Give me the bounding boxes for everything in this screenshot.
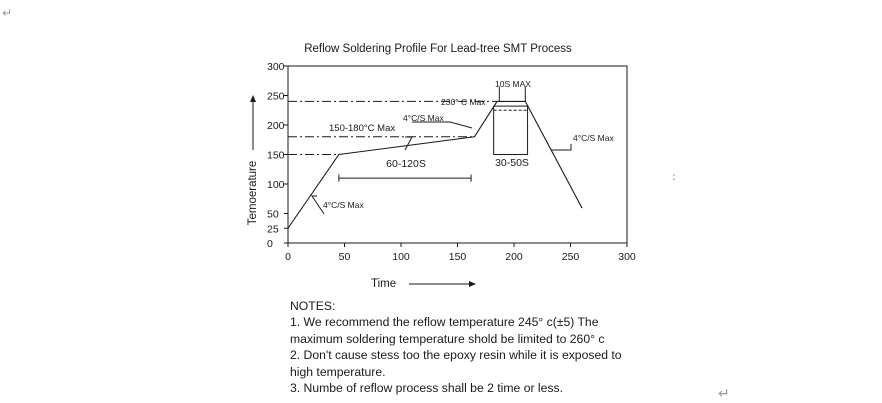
leader-initial bbox=[311, 195, 325, 215]
notes-heading: NOTES: bbox=[290, 299, 336, 313]
x-tick-label: 250 bbox=[562, 251, 580, 263]
x-tick-label: 150 bbox=[449, 251, 467, 263]
profile-point bbox=[513, 100, 515, 102]
profile-point bbox=[287, 227, 289, 229]
reflow-profile-chart: Reflow Soldering Profile For Lead-tree S… bbox=[247, 43, 636, 290]
chart-title: Reflow Soldering Profile For Lead-tree S… bbox=[304, 43, 572, 55]
annotation-preheat-band: 150-180°C Max bbox=[329, 123, 395, 134]
side-dot-mark: : bbox=[672, 170, 676, 183]
profile-point bbox=[473, 136, 476, 138]
note-line: high temperature. bbox=[290, 364, 386, 379]
annotation-soak-time: 60-120S bbox=[386, 158, 426, 170]
x-tick-label: 50 bbox=[339, 251, 351, 263]
annotation-rate-initial: 4°C/S Max bbox=[323, 200, 364, 210]
profile-point bbox=[496, 100, 498, 102]
y-tick-label: 300 bbox=[267, 61, 285, 73]
notes-block: NOTES: 1. We recommend the reflow temper… bbox=[290, 298, 670, 396]
axes: 0 50 100 150 200 250 300 0 25 50 100 150 200 250 300 bbox=[250, 61, 636, 287]
x-axis-label: Time bbox=[371, 278, 396, 290]
x-axis-arrowhead bbox=[469, 281, 476, 287]
profile-point bbox=[581, 207, 583, 209]
annotation-rate-plateau: 4°C/S Max bbox=[403, 113, 444, 123]
profile-point bbox=[338, 153, 340, 156]
leader-cooling bbox=[551, 144, 572, 151]
y-tick-label: 200 bbox=[267, 120, 285, 132]
note-line: maximum soldering temperature shold be l… bbox=[290, 331, 605, 346]
y-tick-label: 0 bbox=[267, 238, 273, 250]
annotation-max-temp: 230° C Max bbox=[441, 97, 486, 107]
liquidus-window bbox=[493, 105, 529, 156]
annotation-rate-cooling: 4°C/S Max bbox=[573, 133, 614, 143]
annotation-peak-time: 10S MAX bbox=[495, 79, 531, 89]
y-tick-label: 150 bbox=[267, 150, 285, 162]
note-line: 3. Numbe of reflow process shall be 2 ti… bbox=[290, 381, 563, 396]
y-axis-label: Temoerature bbox=[247, 161, 259, 226]
return-mark-icon: ↵ bbox=[718, 386, 730, 402]
note-line: 2. Don't cause stess too the epoxy resin… bbox=[290, 348, 622, 363]
leader-plateau bbox=[404, 136, 413, 151]
x-tick-label: 300 bbox=[618, 251, 636, 263]
annotations: 230° C Max 150-180°C Max 4°C/S Max 4°C/S… bbox=[311, 79, 614, 215]
y-tick-label: 50 bbox=[267, 209, 279, 221]
x-tick-label: 100 bbox=[392, 251, 410, 263]
note-line: 1. We recommend the reflow temperature 2… bbox=[290, 315, 599, 330]
x-tick-label: 200 bbox=[505, 251, 523, 263]
x-tick-label: 0 bbox=[285, 251, 291, 263]
return-mark-icon: ↵ bbox=[2, 6, 13, 20]
y-tick-label: 25 bbox=[267, 223, 279, 235]
y-axis-arrowhead bbox=[250, 95, 256, 102]
y-tick-label: 100 bbox=[267, 179, 285, 191]
y-tick-label: 250 bbox=[267, 91, 285, 103]
annotation-liquidus-time: 30-50S bbox=[495, 157, 529, 169]
leader-plateau-line bbox=[412, 121, 473, 129]
reference-lines bbox=[288, 100, 498, 155]
